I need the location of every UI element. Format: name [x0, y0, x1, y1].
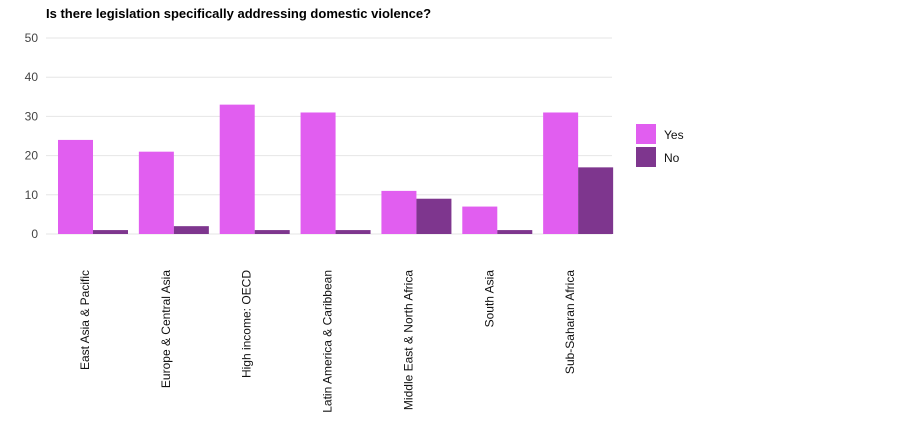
bar-yes: [58, 139, 93, 234]
x-tick-label: High income: OECD: [240, 270, 254, 378]
legend-swatch: [636, 147, 656, 167]
bar-no: [173, 226, 209, 234]
y-tick-label: 10: [25, 188, 39, 202]
x-tick-label: Europe & Central Asia: [159, 270, 173, 388]
bar-yes: [381, 190, 417, 234]
y-tick-label: 0: [31, 227, 38, 241]
bars: [58, 104, 614, 234]
y-tick-label: 30: [25, 109, 39, 123]
x-axis-ticks: East Asia & Pacific Europe & Central Asia…: [78, 270, 577, 413]
legend-label: No: [664, 151, 680, 165]
bar-no: [335, 230, 371, 234]
bar-yes: [219, 104, 255, 234]
x-tick-label: Latin America & Caribbean: [321, 270, 335, 413]
x-tick-label: Middle East & North Africa: [401, 270, 415, 410]
chart-title: Is there legislation specifically addres…: [46, 6, 432, 21]
bar-yes: [300, 112, 336, 234]
bar-yes: [138, 151, 174, 234]
x-tick-label: Sub-Saharan Africa: [563, 270, 577, 374]
bar-no: [93, 230, 128, 234]
legend: Yes No: [636, 124, 684, 167]
y-axis-ticks: 0 10 20 30 40 50: [25, 31, 39, 241]
y-tick-label: 50: [25, 31, 39, 45]
bar-yes: [543, 112, 579, 234]
bar-no: [254, 230, 290, 234]
x-tick-label: East Asia & Pacific: [78, 270, 92, 370]
bar-no: [578, 167, 614, 234]
y-tick-label: 20: [25, 149, 39, 163]
bar-no: [497, 230, 533, 234]
legend-label: Yes: [664, 128, 684, 142]
y-tick-label: 40: [25, 70, 39, 84]
bar-yes: [462, 206, 498, 234]
x-tick-label: South Asia: [482, 270, 496, 328]
bar-no: [416, 198, 452, 234]
legend-swatch: [636, 124, 656, 144]
